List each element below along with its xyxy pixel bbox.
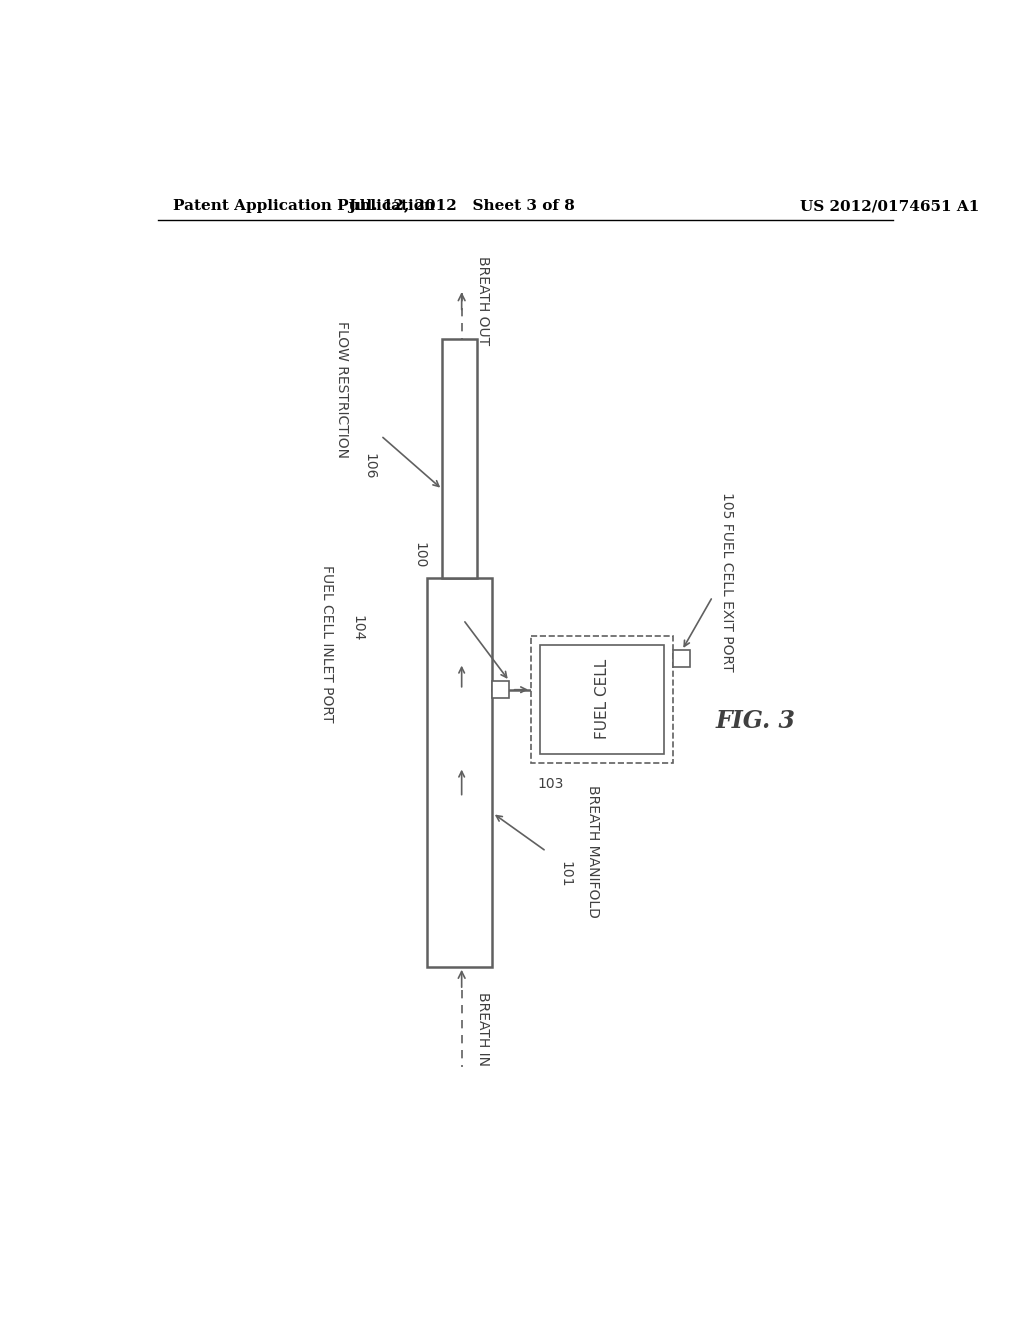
Bar [541,645,665,754]
Text: 100: 100 [413,541,426,568]
Text: BREATH MANIFOLD: BREATH MANIFOLD [586,785,600,917]
Text: 101: 101 [559,861,572,888]
Text: 106: 106 [362,453,376,479]
Text: US 2012/0174651 A1: US 2012/0174651 A1 [801,199,980,213]
Text: 103: 103 [538,776,563,791]
Bar [442,339,477,578]
Bar [674,651,690,668]
Text: FLOW RESTRICTION: FLOW RESTRICTION [335,321,349,458]
Text: FUEL CELL INLET PORT: FUEL CELL INLET PORT [319,565,334,722]
Text: 105 FUEL CELL EXIT PORT: 105 FUEL CELL EXIT PORT [720,492,734,672]
Text: Patent Application Publication: Patent Application Publication [173,199,435,213]
Text: FIG. 3: FIG. 3 [716,709,796,733]
Text: FUEL CELL: FUEL CELL [595,659,609,739]
Bar [493,681,509,698]
Bar [427,578,493,966]
Bar [531,636,674,763]
Text: BREATH IN: BREATH IN [475,991,489,1065]
Text: Jul. 12, 2012   Sheet 3 of 8: Jul. 12, 2012 Sheet 3 of 8 [348,199,575,213]
Text: 104: 104 [350,615,365,642]
Text: BREATH OUT: BREATH OUT [475,256,489,346]
